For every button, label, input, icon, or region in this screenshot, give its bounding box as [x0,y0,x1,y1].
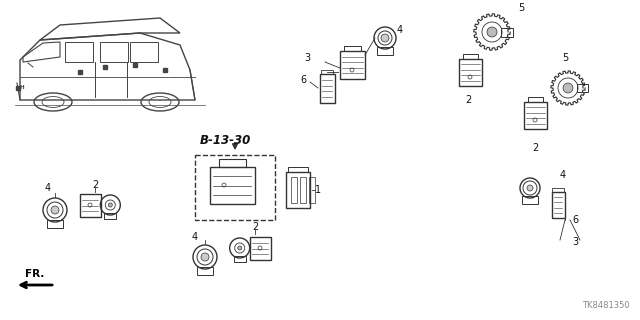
Text: 2: 2 [465,95,471,105]
Bar [459,59,482,86]
Bar [195,155,275,220]
Bar [501,28,513,37]
Bar [104,213,116,219]
Text: 4: 4 [192,232,198,242]
Bar [552,188,564,192]
Text: FR.: FR. [26,269,45,279]
Text: H: H [20,84,24,90]
Circle shape [527,185,533,191]
Bar [80,194,101,217]
Bar [340,51,365,79]
Bar [528,97,543,102]
Text: 5: 5 [518,3,524,13]
Text: 2: 2 [532,143,538,153]
Text: 2: 2 [252,222,258,232]
Text: B-13-30: B-13-30 [200,133,252,147]
Circle shape [563,83,573,93]
Bar [100,42,128,62]
Bar [210,167,255,204]
Circle shape [487,27,497,37]
Bar [288,167,308,172]
Bar [552,192,565,218]
Text: TK8481350: TK8481350 [582,301,630,310]
Circle shape [381,34,389,42]
Bar [291,177,297,203]
Text: 3: 3 [572,237,578,247]
Text: 6: 6 [300,75,306,85]
Circle shape [108,203,112,207]
Text: 2: 2 [92,180,98,190]
Bar [377,47,393,55]
Text: 4: 4 [560,170,566,180]
Bar [577,84,588,92]
Bar [197,267,213,275]
Bar [130,42,158,62]
Circle shape [201,253,209,261]
Text: 4: 4 [397,25,403,35]
Bar [524,102,547,129]
Bar [522,196,538,204]
Bar [250,237,271,260]
Text: 3: 3 [304,53,310,63]
Circle shape [237,246,242,250]
Bar [321,70,333,74]
Circle shape [51,206,59,214]
Bar [463,54,478,59]
Bar [47,220,63,228]
Bar [234,256,246,262]
Text: 1: 1 [315,185,321,195]
Bar [300,177,306,203]
Text: 6: 6 [572,215,578,225]
Bar [320,74,335,103]
Text: 4: 4 [45,183,51,193]
Bar [286,172,310,208]
Text: 5: 5 [562,53,568,63]
Bar [309,177,315,203]
Bar [65,42,93,62]
Bar [219,159,246,167]
Bar [344,46,361,51]
